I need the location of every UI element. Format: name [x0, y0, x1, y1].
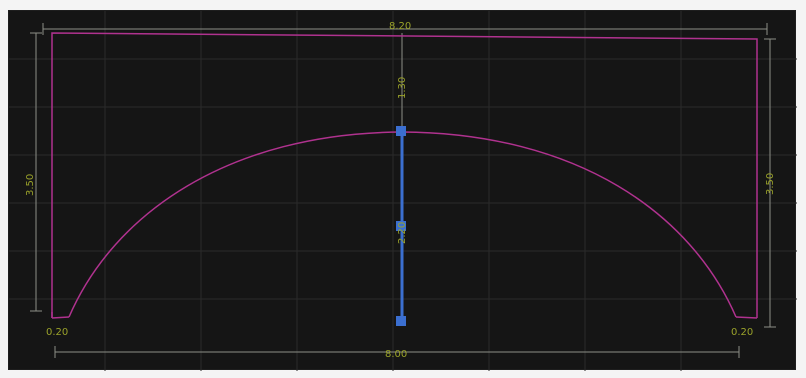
top-control-point[interactable] [396, 126, 406, 136]
right-height-label: 3.50 [765, 173, 776, 195]
center-height-label: 2.20 [397, 222, 408, 244]
bottom-right-corner-label: 0.20 [731, 327, 753, 338]
top-width-label: 8.20 [389, 21, 411, 32]
right-foot-line [735, 316, 758, 319]
cad-viewport[interactable]: 8.20 8.00 3.50 3.50 1.30 2.20 0.20 0.20 [8, 10, 797, 371]
sketch-outline [51, 32, 758, 319]
center-height-handle[interactable] [396, 126, 406, 326]
left-foot-line [51, 316, 70, 319]
arch-sketch-canvas[interactable]: 8.20 8.00 3.50 3.50 1.30 2.20 0.20 0.20 [9, 11, 797, 371]
left-height-label: 3.50 [25, 174, 36, 196]
middle-control-point[interactable] [396, 221, 406, 231]
bottom-control-point[interactable] [396, 316, 406, 326]
bottom-left-corner-label: 0.20 [46, 327, 68, 338]
arch-rise-label: 1.30 [397, 77, 408, 99]
outer-frame-line [51, 32, 758, 318]
dimension-lines [30, 23, 776, 358]
bottom-width-label: 8.00 [385, 349, 407, 360]
